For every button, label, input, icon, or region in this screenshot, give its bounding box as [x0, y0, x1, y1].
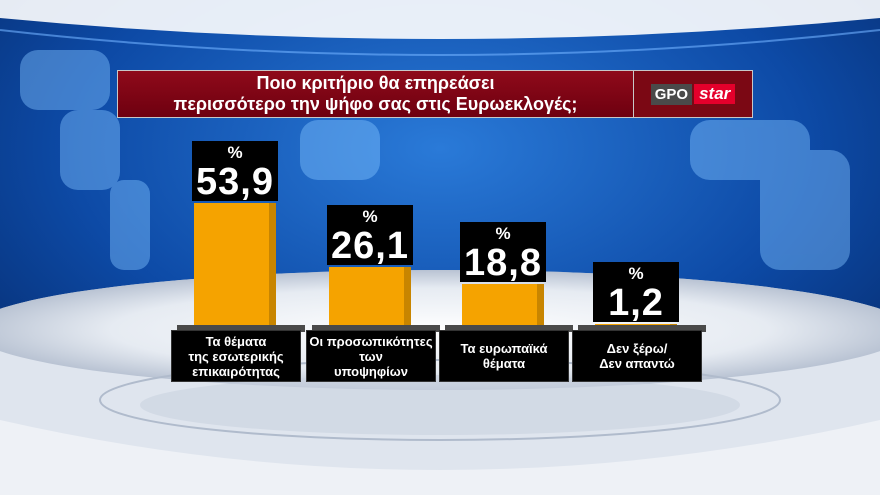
category-label-line: Οι προσωπικότητες [309, 333, 433, 349]
category-label-line: Τα ευρωπαϊκά [460, 341, 548, 356]
percent-sign: % [628, 264, 644, 284]
category-box-top [312, 325, 440, 332]
value-text: 1,2 [608, 282, 664, 325]
value-label: % 53,9 [192, 141, 278, 204]
category-label: Τα ευρωπαϊκά θέματα [439, 330, 569, 382]
percent-sign: % [227, 143, 243, 163]
category-label-line: επικαιρότητας [192, 363, 280, 379]
category-label-line: των [359, 348, 383, 364]
category-box-top [578, 325, 706, 332]
title-line-1: Ποιο κριτήριο θα επηρεάσει [256, 73, 495, 93]
value-label: % 26,1 [327, 204, 413, 267]
category-label-line: υποψηφίων [334, 363, 408, 379]
chart-title: Ποιο κριτήριο θα επηρεάσει περισσότερο τ… [117, 70, 634, 118]
value-text: 18,8 [464, 241, 542, 284]
bar [462, 283, 544, 327]
star-logo-text: star [694, 84, 736, 104]
category-label: Δεν ξέρω/Δεν απαντώ [572, 330, 702, 382]
category-label-line: της εσωτερικής [188, 348, 284, 364]
category-label: Οι προσωπικότητες των υποψηφίων [306, 330, 436, 382]
gpo-star-logo: GPO star [633, 70, 753, 118]
category-label: Τα θέματα της εσωτερικής επικαιρότητας [171, 330, 301, 382]
category-label-line: Δεν ξέρω/ [606, 341, 668, 356]
value-label: % 18,8 [460, 221, 546, 284]
bar [329, 266, 411, 327]
category-label-line: θέματα [482, 356, 526, 371]
value-label: % 1,2 [593, 262, 679, 325]
percent-sign: % [362, 206, 378, 226]
value-text: 26,1 [331, 224, 409, 267]
category-label-line: Δεν απαντώ [599, 356, 675, 371]
bar [194, 203, 276, 327]
title-line-2: περισσότερο την ψήφο σας στις Ευρωεκλογέ… [173, 94, 578, 114]
category-box-top [445, 325, 573, 332]
value-text: 53,9 [196, 161, 274, 204]
category-box-top [177, 325, 305, 332]
gpo-logo-text: GPO [650, 83, 693, 105]
percent-sign: % [495, 223, 511, 243]
category-label-line: Τα θέματα [205, 333, 267, 349]
